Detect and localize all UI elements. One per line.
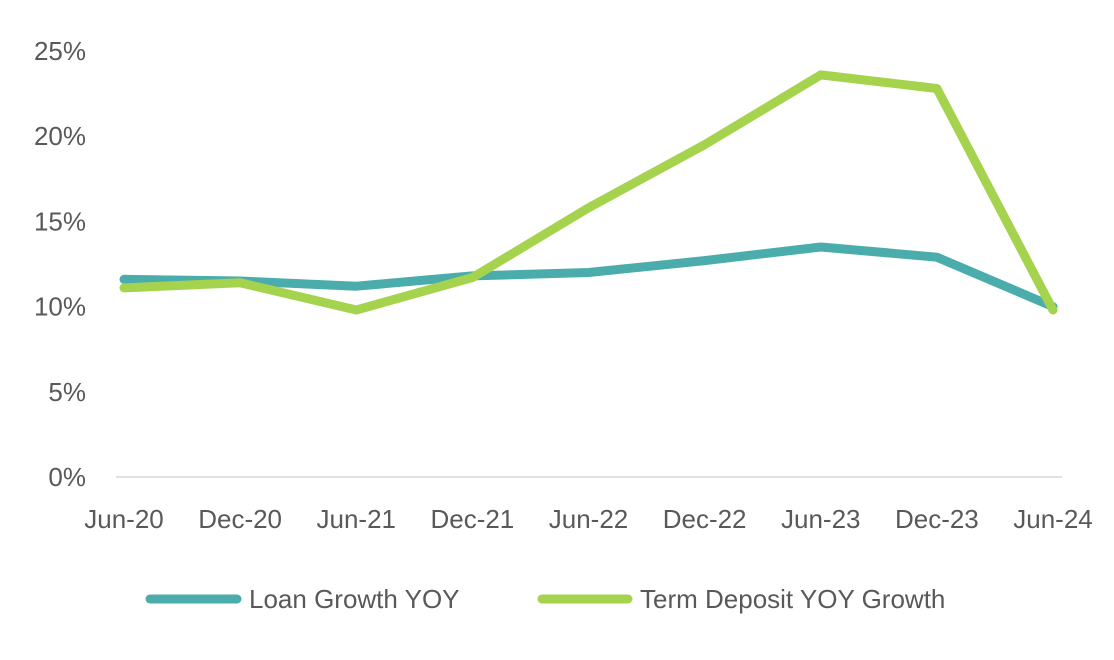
x-axis-ticks: Jun-20 Dec-20 Jun-21 Dec-21 Jun-22 Dec-22 Jun-… — [84, 504, 1093, 534]
y-tick-label: 0% — [48, 462, 86, 492]
x-tick-label: Jun-20 — [84, 504, 164, 534]
series-line-1 — [119, 242, 1058, 312]
y-tick-label: 25% — [34, 36, 86, 66]
series-lines — [119, 70, 1058, 315]
x-tick-label: Jun-24 — [1013, 504, 1093, 534]
y-tick-label: 15% — [34, 206, 86, 236]
x-tick-label: Jun-22 — [549, 504, 629, 534]
x-tick-label: Jun-23 — [781, 504, 861, 534]
legend-label-1: Loan Growth YOY — [249, 584, 460, 614]
legend: Loan Growth YOY Term Deposit YOY Growth — [145, 584, 945, 614]
x-tick-label: Jun-21 — [317, 504, 397, 534]
y-axis-ticks: 0% 5% 10% 15% 20% 25% — [34, 36, 86, 492]
x-tick-label: Dec-23 — [895, 504, 979, 534]
x-tick-label: Dec-21 — [430, 504, 514, 534]
y-tick-label: 10% — [34, 292, 86, 322]
series-line-2 — [119, 70, 1058, 315]
x-tick-label: Dec-22 — [663, 504, 747, 534]
y-tick-label: 20% — [34, 121, 86, 151]
y-tick-label: 5% — [48, 377, 86, 407]
legend-label-2: Term Deposit YOY Growth — [640, 584, 945, 614]
x-tick-label: Dec-20 — [198, 504, 282, 534]
